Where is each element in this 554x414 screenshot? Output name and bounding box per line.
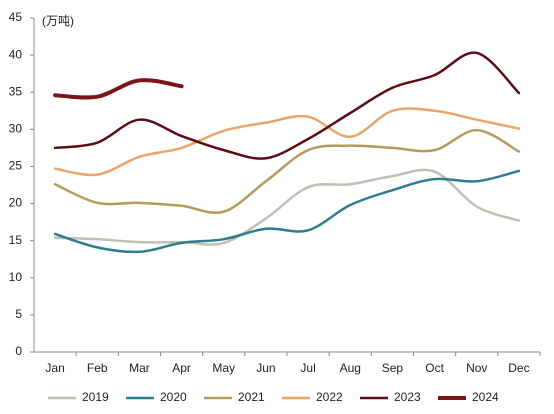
- x-tick-label: Nov: [466, 361, 487, 375]
- series-line: [53, 51, 521, 160]
- y-tick-label: 10: [9, 270, 23, 284]
- series-line: [53, 168, 521, 246]
- legend-label: 2022: [316, 390, 343, 404]
- x-tick-label: Apr: [172, 361, 191, 375]
- y-tick-label: 20: [9, 196, 23, 210]
- series-line: [53, 78, 184, 100]
- legend-label: 2020: [160, 390, 187, 404]
- x-tick-label: Mar: [129, 361, 150, 375]
- x-tick-label: Jan: [45, 361, 64, 375]
- legend-label: 2023: [394, 390, 421, 404]
- legend-label: 2021: [238, 390, 265, 404]
- y-tick-label: 5: [15, 307, 22, 321]
- series-line: [53, 107, 521, 177]
- series-line: [53, 169, 521, 254]
- x-tick-label: Oct: [425, 361, 444, 375]
- x-tick-label: May: [212, 361, 235, 375]
- series-line: [53, 128, 521, 214]
- y-tick-label: 25: [9, 159, 23, 173]
- y-tick-label: 15: [9, 233, 23, 247]
- y-tick-label: 0: [15, 344, 22, 358]
- unit-label: (万吨): [42, 14, 74, 28]
- y-tick-label: 40: [9, 47, 23, 61]
- x-tick-label: Sep: [382, 361, 404, 375]
- legend-label: 2019: [82, 390, 109, 404]
- y-tick-label: 35: [9, 84, 23, 98]
- x-tick-label: Jul: [300, 361, 315, 375]
- y-tick-label: 30: [9, 122, 23, 136]
- x-tick-label: Jun: [256, 361, 275, 375]
- x-tick-label: Feb: [87, 361, 108, 375]
- x-tick-label: Dec: [508, 361, 529, 375]
- y-tick-label: 45: [9, 10, 23, 24]
- x-tick-label: Aug: [340, 361, 361, 375]
- legend-label: 2024: [472, 390, 499, 404]
